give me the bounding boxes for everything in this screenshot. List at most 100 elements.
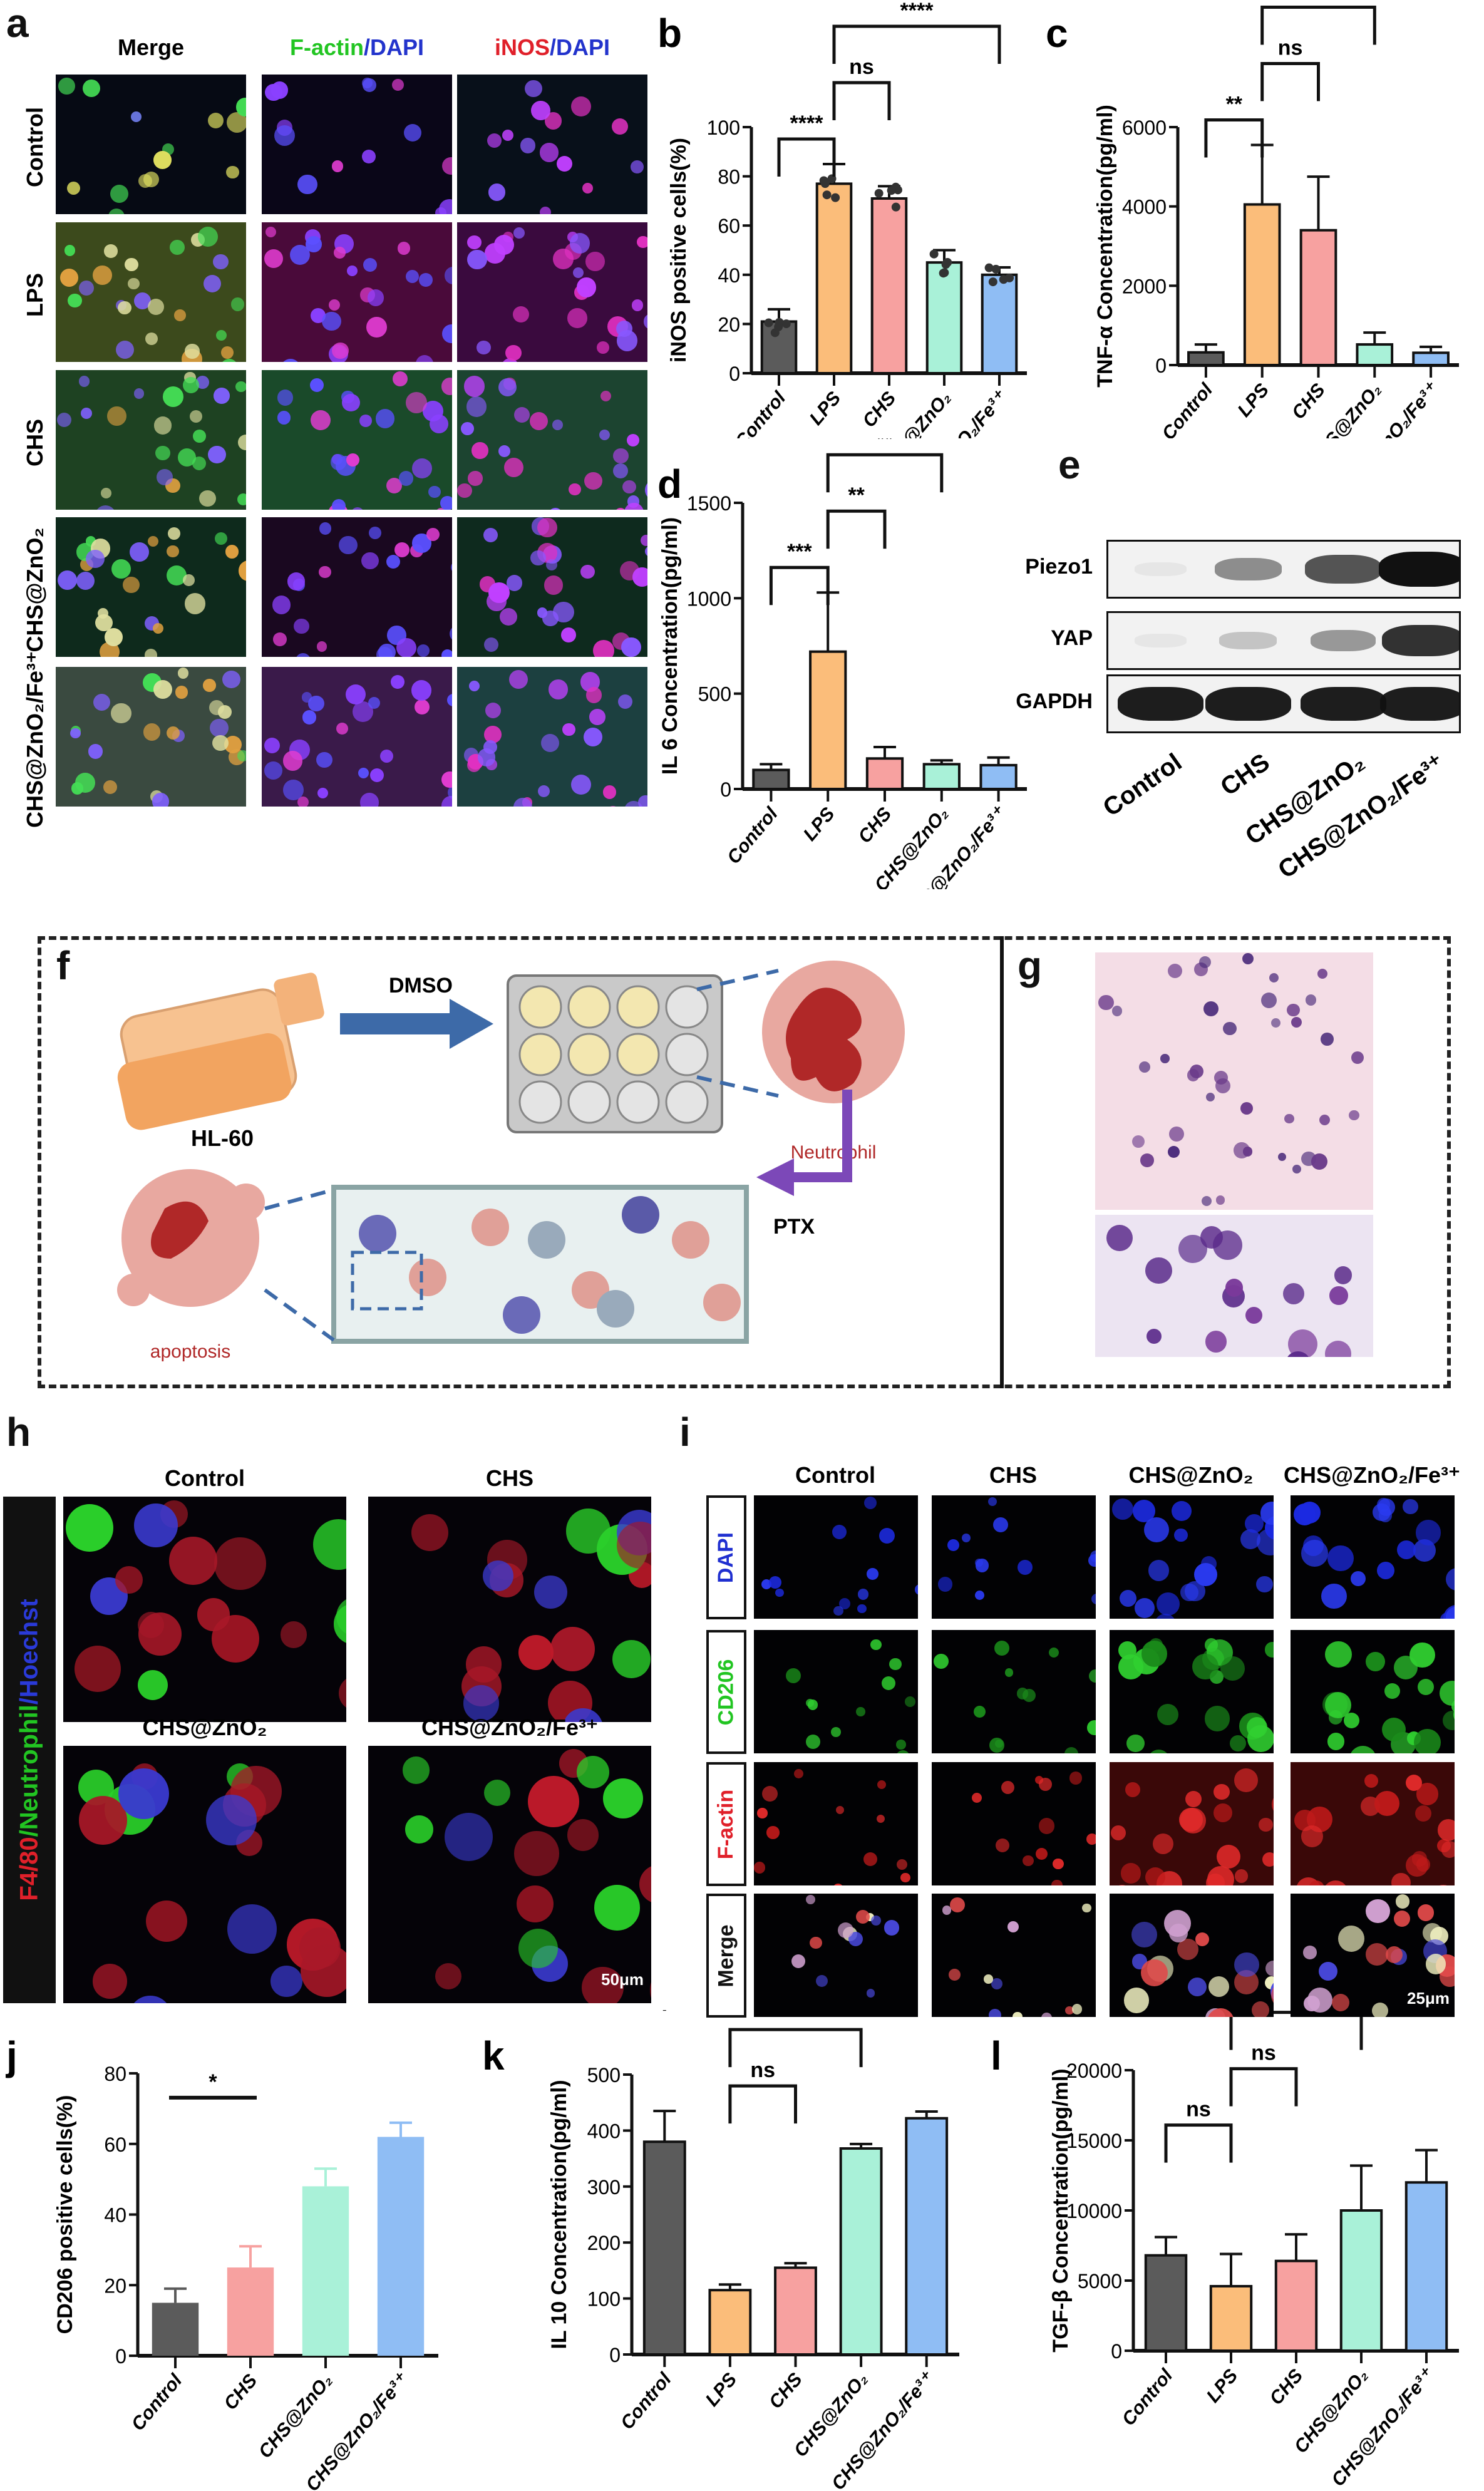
cell [570, 96, 591, 116]
cell [639, 1864, 651, 1904]
a-row-label: CHS@ZnO₂/Fe³⁺ [22, 651, 48, 828]
a-micrograph [262, 517, 452, 657]
cell [613, 448, 629, 464]
a-factin-text: F-actin [289, 34, 364, 60]
cell [1395, 1894, 1410, 1909]
cell [556, 155, 573, 172]
cell [1349, 1110, 1359, 1121]
cell [359, 414, 373, 428]
cell [599, 429, 611, 440]
cell [703, 1284, 741, 1321]
cell [525, 80, 542, 98]
cell [1195, 1932, 1210, 1946]
cell [1148, 1560, 1170, 1581]
cell [989, 1738, 1005, 1753]
cell [569, 483, 582, 496]
cell [1193, 1563, 1217, 1587]
bar [642, 2140, 686, 2356]
cell [297, 797, 309, 807]
cell [513, 798, 532, 807]
cell [58, 78, 75, 95]
cell [215, 329, 227, 341]
cell [793, 1768, 804, 1779]
cell [1393, 1910, 1410, 1927]
cell [360, 793, 379, 807]
cell [1035, 1847, 1048, 1860]
panel-label-d: d [657, 462, 682, 507]
cell [857, 1604, 867, 1614]
y-axis-label: TNF-α Concentration(pg/ml) [1093, 105, 1117, 388]
cell [545, 559, 557, 571]
cell [1220, 1656, 1245, 1681]
bar [1356, 343, 1394, 366]
significance-label: **** [900, 0, 934, 23]
panel-label-j: j [6, 2033, 18, 2078]
chart-j-cd206: j CD206 positive cells(%) 0 20 40 60 80 Control… [6, 2033, 438, 2491]
cell [626, 433, 639, 447]
cell [78, 376, 90, 387]
y-tick-label: 1500 [687, 492, 731, 515]
a-micrograph [457, 667, 647, 807]
cell [465, 1646, 502, 1683]
cell [833, 1606, 843, 1616]
cell [347, 656, 366, 657]
cell [426, 527, 440, 542]
cell [1246, 1716, 1268, 1738]
cell [1292, 1164, 1301, 1173]
blot-strip [1106, 611, 1461, 670]
cell [1344, 1712, 1360, 1729]
cell [518, 1635, 554, 1670]
y-axis-label: IL 10 Concentration(pg/ml) [547, 2080, 571, 2349]
cell [334, 246, 346, 259]
cell [363, 258, 377, 272]
cell [1125, 1782, 1140, 1798]
cell [332, 343, 349, 359]
bar [1404, 2181, 1448, 2352]
cell [143, 171, 159, 187]
x-tick-label: Control [731, 388, 790, 438]
cell [487, 133, 502, 148]
bar [1274, 2259, 1318, 2353]
cell [1069, 1772, 1083, 1785]
cell [1064, 1747, 1079, 1753]
y-tick-label: 20 [104, 2274, 126, 2297]
significance-label: ** [877, 438, 894, 451]
cell [1453, 1704, 1455, 1725]
cell [672, 1221, 709, 1259]
cell [1223, 1021, 1237, 1036]
cell [938, 1577, 953, 1592]
cell [1126, 1734, 1145, 1753]
cell [1303, 1946, 1317, 1960]
cell [394, 542, 410, 558]
cell [805, 1734, 820, 1749]
cell [428, 485, 441, 498]
cell [1052, 1858, 1064, 1870]
cell [1245, 1306, 1263, 1324]
y-tick-label: 100 [587, 2288, 621, 2311]
bar [865, 757, 904, 790]
i-micrograph: 25μm [1291, 1894, 1455, 2017]
y-tick-label: 0 [609, 2344, 621, 2366]
scale-bar-label: 25μm [1407, 1989, 1450, 2008]
cell [769, 1576, 782, 1589]
cell [1287, 1004, 1300, 1017]
cell [900, 1872, 910, 1883]
cell [71, 782, 84, 795]
cell [1318, 1961, 1337, 1981]
cell [463, 376, 485, 397]
a-col-inos-dapi: iNOS/DAPI [457, 34, 647, 61]
cell [210, 718, 229, 738]
cell [412, 458, 433, 478]
cell [108, 209, 125, 214]
i-micrograph [1110, 1630, 1274, 1753]
cell [396, 637, 416, 657]
cell [100, 488, 111, 499]
cell [466, 758, 482, 772]
cell [537, 517, 558, 538]
cell [92, 1964, 128, 1999]
i-micrograph [1291, 1630, 1455, 1753]
bar [227, 2267, 274, 2356]
bar [905, 2117, 949, 2356]
cell [992, 1517, 1009, 1533]
y-tick-label: 500 [698, 683, 731, 706]
